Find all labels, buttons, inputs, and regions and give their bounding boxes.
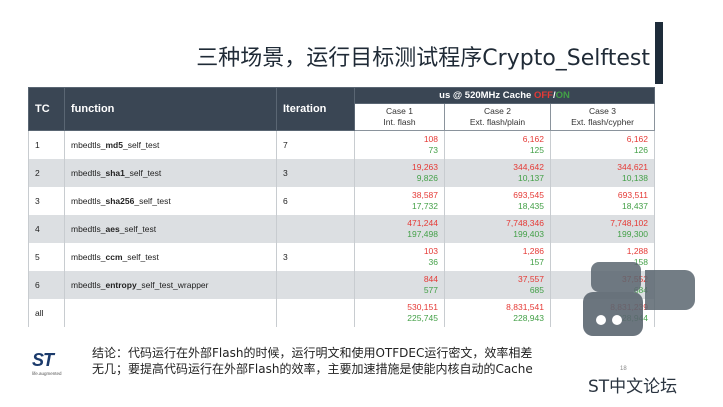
- tc-cell: 1: [28, 130, 65, 159]
- case-cell: 6,162 126: [549, 130, 656, 159]
- iteration-cell: [276, 215, 355, 243]
- header-iteration: Iteration: [276, 87, 355, 131]
- case-cell: 530,151 225,745: [354, 299, 445, 327]
- case-cell: 7,748,346 199,403: [444, 215, 551, 243]
- header-case-3: Case 3 Ext. flash/cypher: [549, 103, 656, 131]
- function-cell: mbedtls_sha1_self_test: [64, 159, 277, 187]
- function-cell: [64, 299, 277, 327]
- function-cell: mbedtls_md5_self_test: [64, 130, 277, 159]
- watermark-chat-icon: [583, 262, 695, 336]
- iteration-cell: [276, 271, 355, 299]
- tc-cell: all: [28, 299, 65, 327]
- iteration-cell: [276, 299, 355, 327]
- iteration-cell: 3: [276, 159, 355, 187]
- case-cell: 344,642 10,137: [444, 159, 551, 187]
- case-cell: 844 577: [354, 271, 445, 299]
- st-logo: ST life.augmented: [32, 350, 62, 376]
- case-cell: 8,831,541 228,943: [444, 299, 551, 327]
- iteration-cell: 3: [276, 243, 355, 271]
- watermark-text: ST中文论坛: [588, 377, 678, 397]
- table-row: 1 mbedtls_md5_self_test 7 108 73 6,162 125 6,16…: [28, 130, 656, 159]
- case-cell: 19,263 9,826: [354, 159, 445, 187]
- iteration-cell: 6: [276, 187, 355, 215]
- conclusion-text: 结论：代码运行在外部Flash的时候，运行明文和使用OTFDEC运行密文，效率相…: [92, 346, 533, 376]
- tc-cell: 5: [28, 243, 65, 271]
- tc-cell: 6: [28, 271, 65, 299]
- table-row: 2 mbedtls_sha1_self_test 3 19,263 9,826 344,6…: [28, 159, 656, 187]
- case-cell: 108 73: [354, 130, 445, 159]
- table-row: 5 mbedtls_ccm_self_test 3 103 36 1,286 157 1,28…: [28, 243, 656, 271]
- function-cell: mbedtls_sha256_self_test: [64, 187, 277, 215]
- function-cell: mbedtls_ccm_self_test: [64, 243, 277, 271]
- tc-cell: 3: [28, 187, 65, 215]
- tc-cell: 4: [28, 215, 65, 243]
- header-us-cache: us @ 520MHz Cache OFF/ON: [353, 87, 656, 104]
- case-cell: 37,557 685: [444, 271, 551, 299]
- case-cell: 103 36: [354, 243, 445, 271]
- table-row: 3 mbedtls_sha256_self_test 6 38,587 17,732 69…: [28, 187, 656, 215]
- header-case-2: Case 2 Ext. flash/plain: [444, 103, 551, 131]
- table-row: 4 mbedtls_aes_self_test 471,244 197,498 7,74…: [28, 215, 656, 243]
- case-cell: 6,162 125: [444, 130, 551, 159]
- case-cell: 693,545 18,435: [444, 187, 551, 215]
- table-row: all530,151225,7458,831,541228,9438,831,2…: [28, 299, 656, 327]
- tc-cell: 2: [28, 159, 65, 187]
- case-cell: 7,748,102 199,300: [549, 215, 656, 243]
- function-cell: mbedtls_entropy_self_test_wrapper: [64, 271, 277, 299]
- table-row: 6 mbedtls_entropy_self_test_wrapper 844 577…: [28, 271, 656, 299]
- case-cell: 38,587 17,732: [354, 187, 445, 215]
- page-number: 18: [620, 366, 627, 372]
- header-tc: TC: [28, 87, 65, 131]
- slide-title: 三种场景，运行目标测试程序Crypto_Selftest: [196, 46, 650, 71]
- header-case-1: Case 1 Int. flash: [354, 103, 445, 131]
- benchmark-table: TC function Iteration us @ 520MHz Cache …: [28, 87, 656, 327]
- header-function: function: [64, 87, 277, 131]
- case-cell: 344,621 10,138: [549, 159, 656, 187]
- iteration-cell: 7: [276, 130, 355, 159]
- title-accent-bar: [655, 22, 663, 84]
- case-cell: 1,286 157: [444, 243, 551, 271]
- function-cell: mbedtls_aes_self_test: [64, 215, 277, 243]
- case-cell: 693,511 18,437: [549, 187, 656, 215]
- case-cell: 471,244 197,498: [354, 215, 445, 243]
